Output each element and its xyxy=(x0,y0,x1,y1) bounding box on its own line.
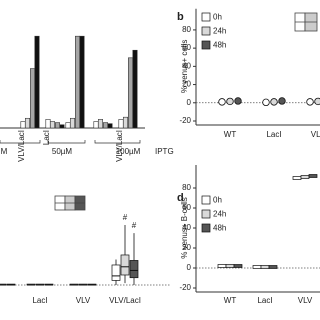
legend-label: 24h xyxy=(213,210,226,219)
legend-swatch xyxy=(201,195,211,205)
marker xyxy=(225,264,235,268)
bar xyxy=(49,121,55,129)
bar xyxy=(103,122,109,129)
legend-swatch xyxy=(201,12,211,22)
category-label: VLV/LacI xyxy=(115,130,124,162)
y-tick-label: 60 xyxy=(182,203,191,212)
bar xyxy=(59,124,65,129)
y-tick-label: 80 xyxy=(182,25,191,34)
legend-swatch xyxy=(201,26,211,36)
legend-label: 48h xyxy=(213,41,226,50)
dot xyxy=(270,98,278,106)
y-axis-label: % venus+ cells xyxy=(180,40,189,94)
group-bracket xyxy=(94,140,141,144)
bar xyxy=(107,123,113,129)
box xyxy=(129,260,139,279)
group-label: 50µM xyxy=(52,147,73,156)
panel-letter: d xyxy=(177,192,184,204)
marker xyxy=(233,264,243,268)
box xyxy=(120,254,130,276)
category-label: VLV xyxy=(76,296,91,305)
group-label: M xyxy=(1,147,8,156)
legend-swatch xyxy=(201,209,211,219)
category-label: LacI xyxy=(32,296,47,305)
dot xyxy=(226,97,234,106)
marker xyxy=(308,174,318,178)
bar xyxy=(24,117,30,129)
category-label: LacI xyxy=(266,130,281,139)
bar xyxy=(20,121,26,129)
y-tick-label: 60 xyxy=(182,43,191,52)
legend-swatch xyxy=(201,40,211,50)
bar xyxy=(65,122,71,129)
group-title: IPTG xyxy=(155,147,174,156)
category-label: WT xyxy=(224,296,237,305)
dot xyxy=(262,98,270,107)
marker xyxy=(217,264,227,268)
dot xyxy=(314,97,320,106)
y-tick-label: 20 xyxy=(182,243,191,252)
legend-label: 0h xyxy=(213,13,222,22)
dot xyxy=(278,97,286,105)
category-label: WT xyxy=(224,130,237,139)
marker xyxy=(260,265,270,269)
category-label: VLV xyxy=(298,296,313,305)
box xyxy=(111,264,121,281)
bar xyxy=(54,122,60,129)
y-axis-label: % venus+ B-cells xyxy=(180,197,189,259)
category-label: LacI xyxy=(257,296,272,305)
dot xyxy=(306,98,314,106)
dot xyxy=(234,97,242,105)
annotation: # xyxy=(123,213,128,222)
bar xyxy=(118,119,124,129)
y-tick-label: 40 xyxy=(182,61,191,70)
bar xyxy=(70,117,76,129)
bar xyxy=(34,35,40,129)
marker xyxy=(268,265,278,269)
legend-label: 24h xyxy=(213,27,226,36)
y-tick-label: -20 xyxy=(179,116,191,125)
group-label: 100µM xyxy=(116,147,141,156)
marker xyxy=(252,265,262,269)
bar xyxy=(123,116,129,129)
panel-letter: b xyxy=(177,11,184,23)
y-tick-label: 40 xyxy=(182,223,191,232)
bar xyxy=(132,49,138,129)
bar xyxy=(79,35,85,129)
bar xyxy=(128,57,134,129)
group-bracket xyxy=(0,140,41,144)
category-label: VLV xyxy=(311,130,320,139)
category-label: VLV/LacI xyxy=(17,130,26,162)
y-tick-label: 80 xyxy=(182,183,191,192)
y-tick-label: 0 xyxy=(187,98,192,107)
legend-swatch xyxy=(201,223,211,233)
legend-label: 0h xyxy=(213,196,222,205)
marker xyxy=(292,176,302,180)
bar xyxy=(75,35,81,129)
bar xyxy=(93,121,99,129)
bar xyxy=(98,119,104,129)
category-label: VLV/LacI xyxy=(109,296,141,305)
bar xyxy=(45,119,51,129)
annotation: # xyxy=(132,221,137,230)
legend-label: 48h xyxy=(213,224,226,233)
y-tick-label: 20 xyxy=(182,80,191,89)
dot xyxy=(218,98,226,106)
y-tick-label: 0 xyxy=(187,263,192,272)
bar xyxy=(29,68,35,129)
y-tick-label: -20 xyxy=(179,283,191,292)
category-label: LacI xyxy=(42,130,51,145)
legend-icon xyxy=(294,12,318,32)
legend-icon xyxy=(54,195,86,211)
group-bracket xyxy=(47,140,86,144)
marker xyxy=(300,175,310,179)
